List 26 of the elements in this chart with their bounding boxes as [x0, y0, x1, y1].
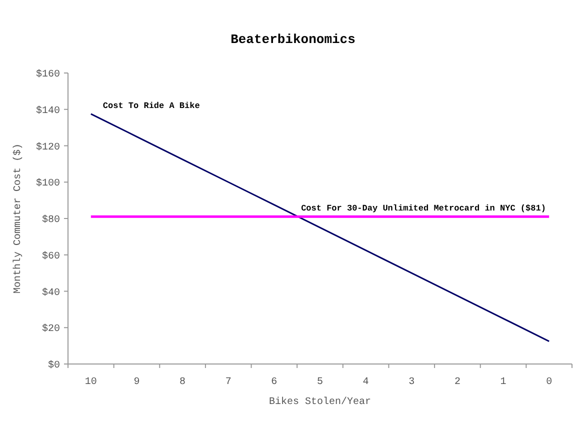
y-tick-label: $140: [36, 104, 60, 117]
x-tick-label: 4: [362, 377, 369, 388]
x-tick-label: 9: [134, 377, 140, 388]
x-tick-label: 2: [454, 377, 460, 388]
x-tick-label: 3: [408, 377, 415, 388]
x-tick-label: 8: [180, 377, 186, 388]
y-tick-label: $40: [42, 286, 60, 299]
x-tick-label: 6: [271, 377, 278, 388]
y-tick-label: $120: [36, 141, 60, 154]
x-tick-label: 5: [316, 377, 324, 388]
y-axis-title: Monthly Commuter Cost ($): [12, 143, 24, 294]
chart-title: Beaterbikonomics: [230, 32, 356, 47]
y-tick-label: $160: [36, 68, 60, 80]
y-tick-label: $0: [48, 360, 60, 372]
x-tick-label: 1: [500, 377, 506, 388]
line-series: [90, 113, 550, 342]
y-tick-label: $20: [42, 323, 60, 336]
series-label: Cost To Ride A Bike: [102, 100, 200, 111]
x-tick-label: 10: [84, 377, 97, 388]
x-axis-title: Bikes Stolen/Year: [268, 396, 372, 408]
x-tick-label: 7: [225, 377, 232, 388]
series-label: Cost For 30-Day Unlimited Metrocard in NYC ($81): [301, 204, 546, 214]
y-tick-label: $80: [42, 214, 60, 226]
y-tick-label: $60: [42, 250, 60, 262]
x-tick-label: 0: [546, 377, 552, 388]
y-tick-label: $100: [36, 178, 60, 190]
